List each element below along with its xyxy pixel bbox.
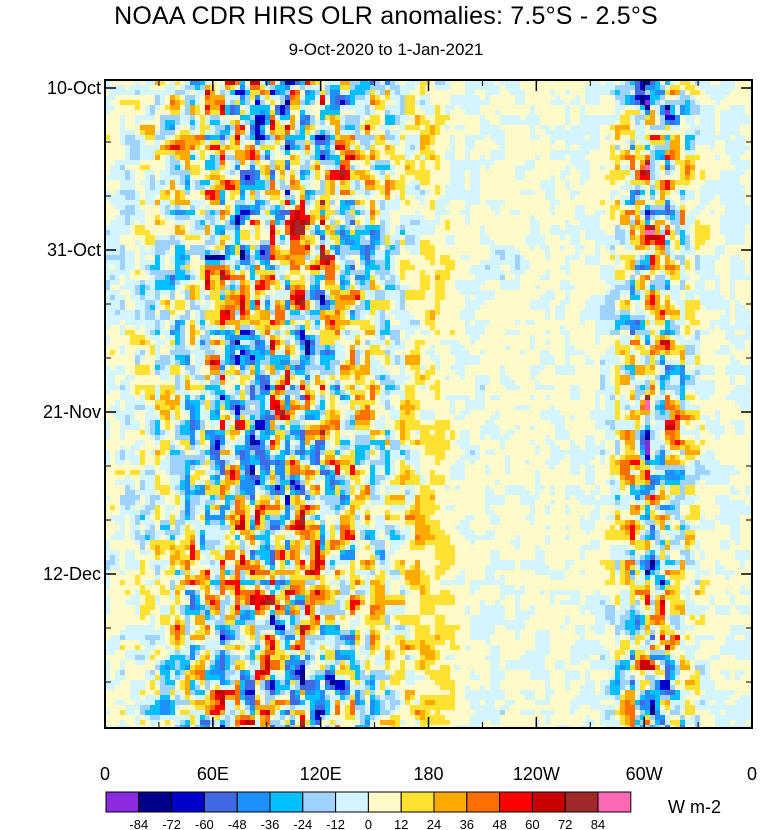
colorbar-level-label: 72 <box>558 817 572 830</box>
colorbar-level-label: 48 <box>492 817 506 830</box>
colorbar-level-label: -60 <box>195 817 214 830</box>
colorbar-swatch <box>138 791 173 813</box>
colorbar-level-label: 0 <box>365 817 372 830</box>
colorbar-swatch <box>564 791 599 813</box>
chart-subtitle: 9-Oct-2020 to 1-Jan-2021 <box>288 40 484 59</box>
colorbar-swatch <box>302 791 337 813</box>
x-tick-label: 120E <box>300 764 342 784</box>
colorbar-swatch <box>335 791 369 813</box>
colorbar-level-label: 36 <box>460 817 474 830</box>
colorbar-units: W m-2 <box>668 797 721 817</box>
colorbar-level-label: 24 <box>427 817 441 830</box>
colorbar-level-label: -84 <box>129 817 148 830</box>
colorbar-swatch <box>236 791 271 813</box>
axis-ticks: 0 60E 120E 180 120W 60W 0 10-Oct 31-Oct 21-Nov 12-… <box>43 78 757 784</box>
colorbar-swatch <box>400 791 435 813</box>
colorbar-level-label: -12 <box>326 817 345 830</box>
colorbar-level-label: 84 <box>591 817 605 830</box>
colorbar-swatch <box>105 791 140 813</box>
x-tick-label: 0 <box>747 764 757 784</box>
y-tick-label: 10-Oct <box>47 78 101 98</box>
x-tick-label: 0 <box>100 764 110 784</box>
colorbar-swatch <box>433 791 468 813</box>
y-tick-label: 12-Dec <box>43 564 101 584</box>
x-tick-label: 60W <box>626 764 663 784</box>
colorbar-level-label: 60 <box>525 817 539 830</box>
colorbar: -84 -72 -60 -48 -36 -24 -12 0 12 24 36 48 60 72 84 <box>105 791 632 830</box>
y-tick-label: 31-Oct <box>47 240 101 260</box>
y-tick-label: 21-Nov <box>43 402 101 422</box>
colorbar-level-label: -72 <box>162 817 181 830</box>
x-tick-label: 60E <box>197 764 229 784</box>
colorbar-swatch <box>171 791 205 813</box>
colorbar-swatch <box>203 791 238 813</box>
anomaly-field <box>105 80 752 728</box>
colorbar-level-label: 12 <box>394 817 408 830</box>
colorbar-level-label: -36 <box>261 817 280 830</box>
colorbar-swatch <box>531 791 566 813</box>
colorbar-swatch <box>269 791 304 813</box>
colorbar-swatch <box>367 791 402 813</box>
colorbar-swatch <box>466 791 501 813</box>
x-tick-label: 120W <box>513 764 560 784</box>
colorbar-swatch <box>499 791 533 813</box>
x-tick-label: 180 <box>413 764 443 784</box>
colorbar-swatch <box>597 791 632 813</box>
chart-title: NOAA CDR HIRS OLR anomalies: 7.5°S - 2.5… <box>114 2 658 30</box>
colorbar-level-label: -24 <box>293 817 312 830</box>
colorbar-level-label: -48 <box>228 817 247 830</box>
